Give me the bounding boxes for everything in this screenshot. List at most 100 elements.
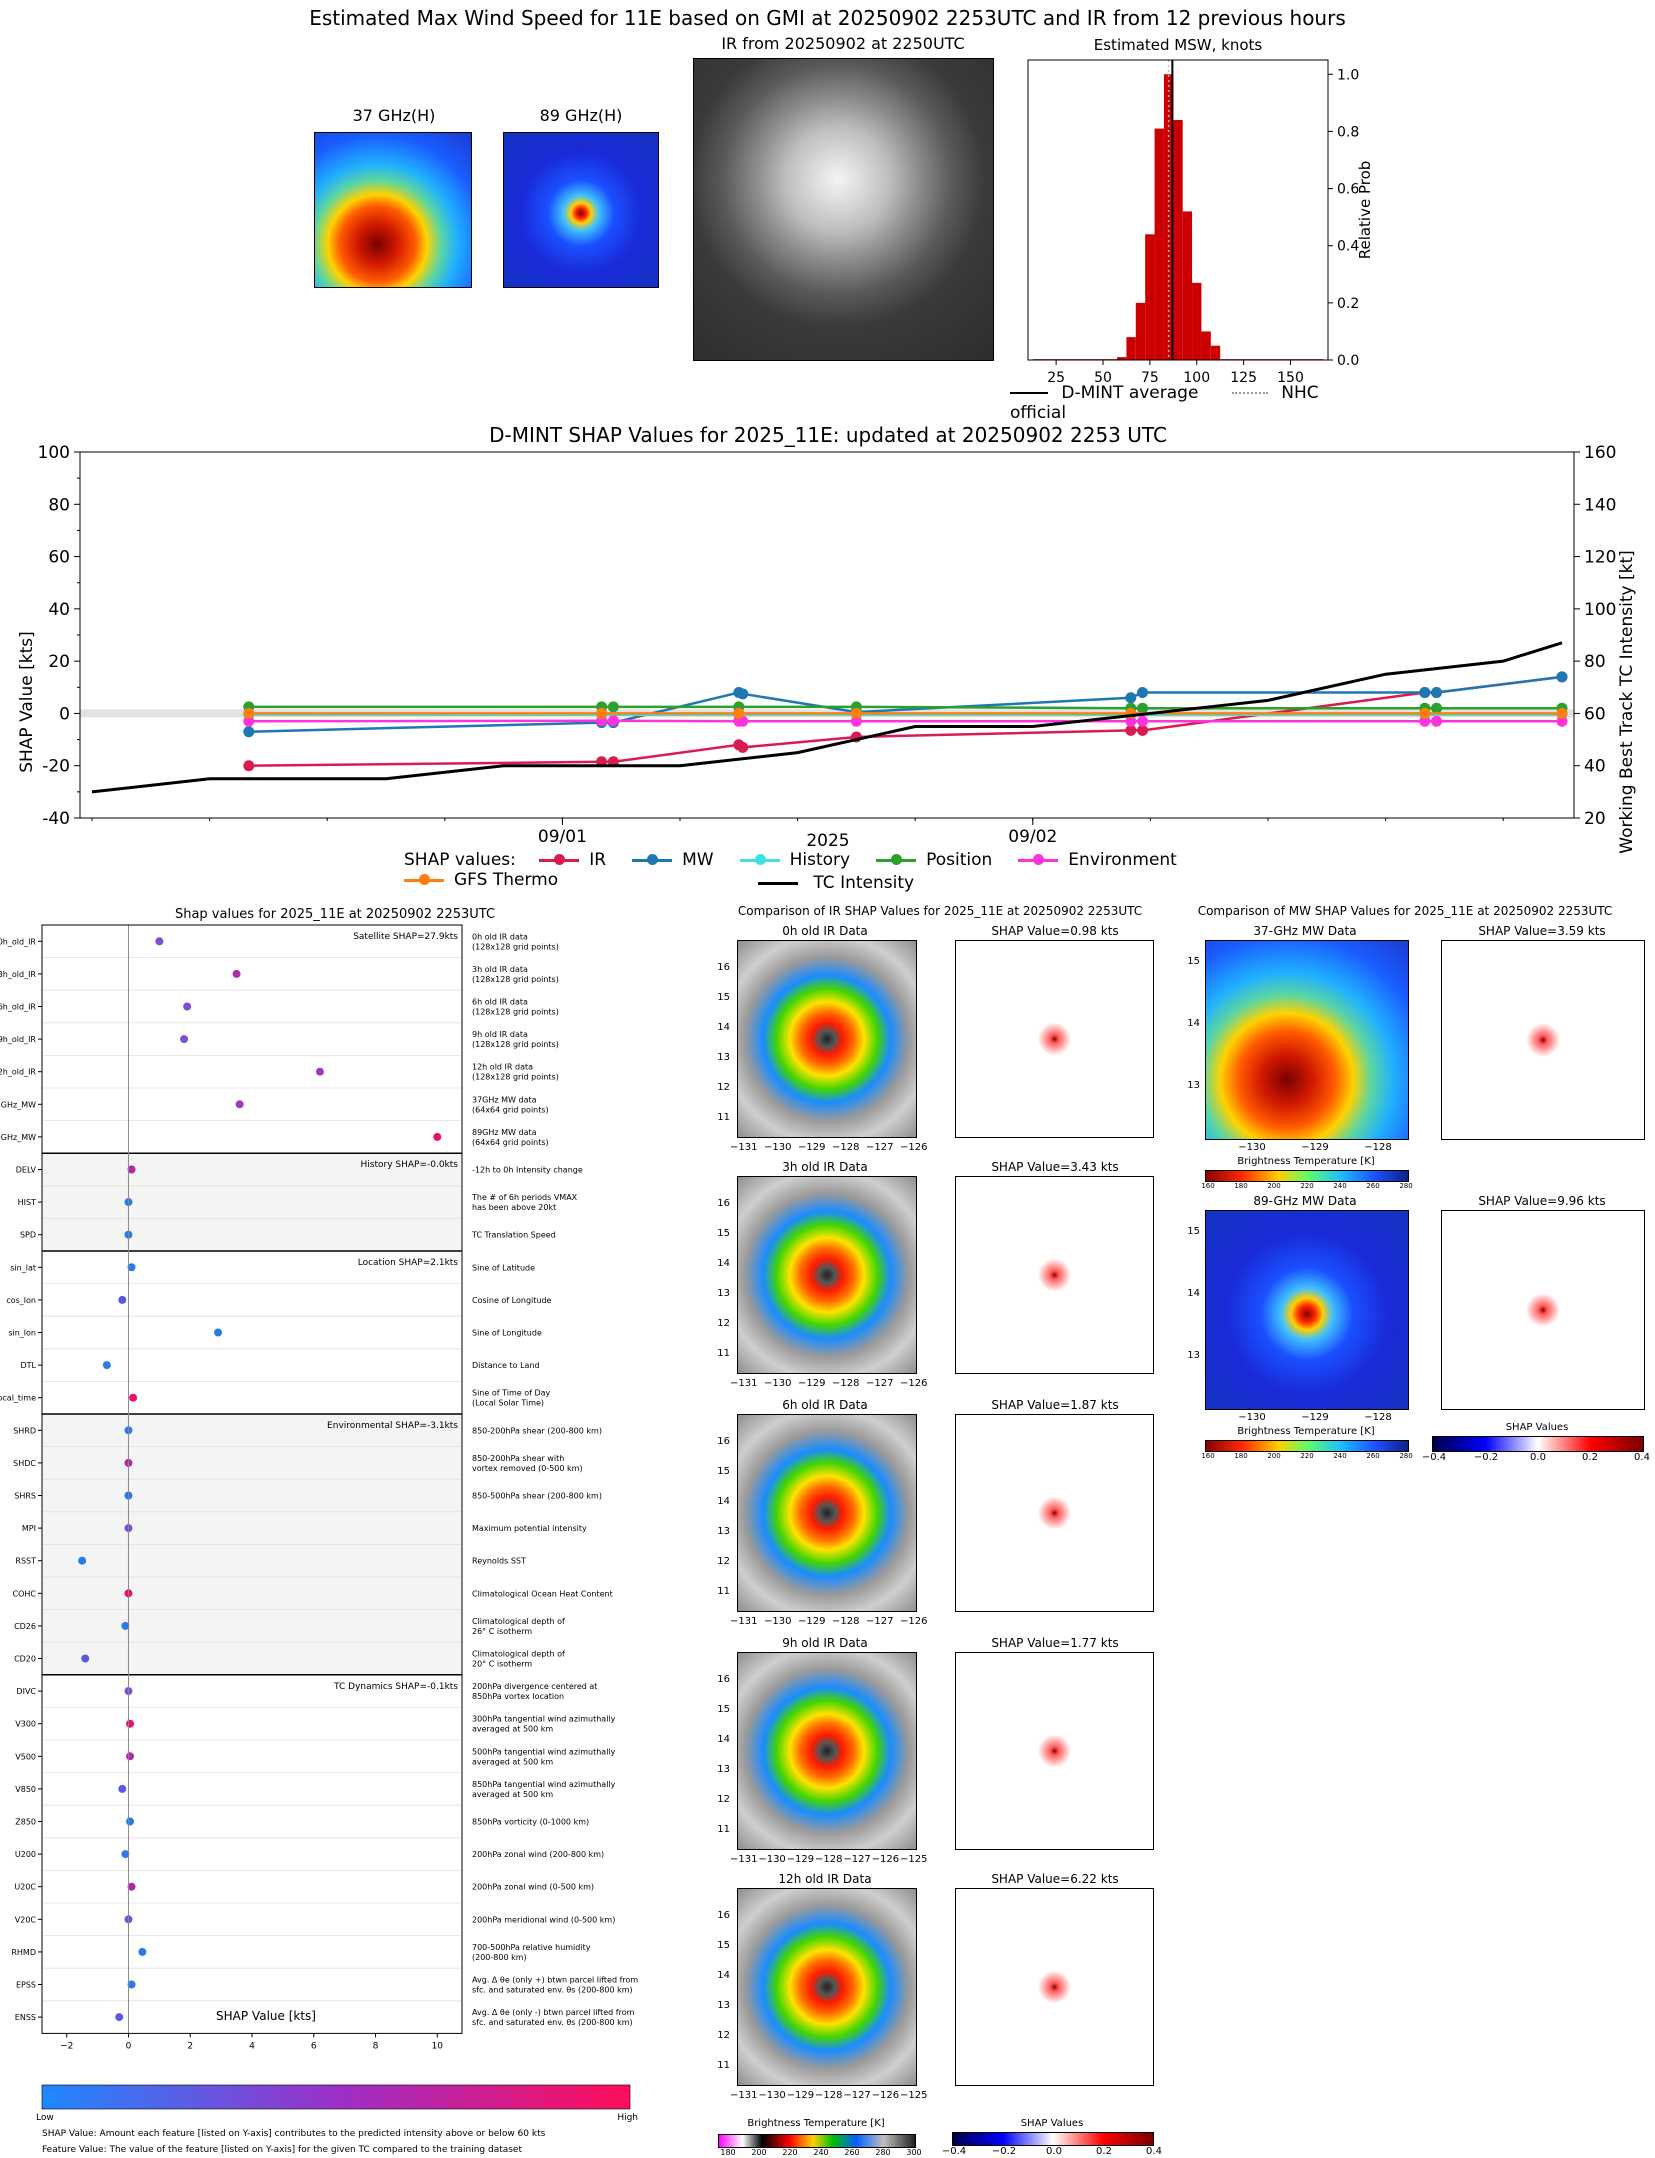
ir-xtick-label: −129 (786, 2090, 815, 2101)
ir-xtick-label: −127 (866, 1378, 894, 1389)
feature-desc: 37GHz MW data (472, 1095, 537, 1104)
intensity-label: TC Intensity (813, 873, 915, 893)
shap-legend-swatch (404, 873, 444, 885)
shap-legend: SHAP values: IR MW History Position Environm… (404, 850, 1304, 890)
feature-name: CD20 (14, 1655, 36, 1664)
mw-bt-tick-label: 280 (1399, 1182, 1413, 1190)
mw-shap-colorbar (1432, 1436, 1644, 1452)
feature-shap-point (433, 1132, 442, 1141)
mw-bt-tick-label: 240 (1333, 1182, 1347, 1190)
feature-name: DELV (16, 1166, 37, 1175)
feature-desc: Cosine of Longitude (472, 1296, 552, 1305)
series-point-4 (607, 715, 619, 727)
mw-bt-colorbar (1205, 1170, 1409, 1182)
feature-shap-point (180, 1035, 189, 1044)
series-point-1 (1419, 687, 1431, 699)
mw-panel-image (1205, 940, 1409, 1140)
shap-legend-item-label: Position (926, 850, 993, 870)
feature-name: U200 (15, 1850, 36, 1859)
feature-group-label: TC Dynamics SHAP=-0.1kts (333, 1682, 458, 1692)
feature-xtick-label: 2 (187, 2041, 193, 2051)
feature-shap-point (115, 2013, 124, 2022)
ir-xtick-label: −125 (900, 1854, 928, 1865)
feature-group-label: Location SHAP=2.1kts (358, 1258, 459, 1268)
ir-shap-map (955, 1652, 1154, 1850)
ts-y2tick-label: 160 (1584, 443, 1616, 463)
feature-shap-point (126, 1817, 135, 1826)
ir-ytick-label: 12 (717, 1318, 730, 1329)
mw-bt-tick-label: 280 (1399, 1452, 1413, 1460)
ir-xtick-label: −131 (730, 2090, 758, 2101)
feature-desc: Sine of Latitude (472, 1263, 535, 1272)
ir-panel-image (737, 940, 917, 1138)
feature-xtick-label: 8 (373, 2041, 379, 2051)
series-line-4 (248, 719, 1562, 723)
feature-shap-point (78, 1556, 87, 1565)
mw-bt-tick-label: 180 (1234, 1182, 1248, 1190)
feature-group-label: Satellite SHAP=27.9kts (353, 932, 458, 942)
hist-ytick-label: 0.2 (1337, 296, 1359, 312)
shap-legend-marker (891, 853, 903, 865)
hist-legend: D-MINT average NHC official (1010, 383, 1370, 423)
ir-shap-map (955, 1888, 1154, 2086)
ts-ytick-label: -20 (42, 757, 70, 777)
feature-name: V500 (15, 1752, 36, 1761)
feature-xtick-label: −2 (60, 2041, 73, 2051)
feature-desc: Sine of Longitude (472, 1329, 542, 1338)
ts-ytick-label: 20 (48, 652, 70, 672)
mw-xtick-label: −129 (1301, 1142, 1329, 1153)
feature-name: 0h_old_IR (0, 937, 36, 946)
shap-legend-swatch (739, 853, 780, 865)
feature-name: DIVC (16, 1687, 36, 1696)
mw-bt-tick-label: 220 (1300, 1452, 1314, 1460)
ts-y2tick-label: 40 (1584, 757, 1606, 777)
ir-ytick-label: 14 (717, 1734, 730, 1745)
ir-xtick-label: −131 (730, 1378, 758, 1389)
mw-ytick-label: 15 (1187, 956, 1200, 967)
feature-desc: 9h old IR data (472, 1030, 528, 1039)
feature-name: sin_lon (8, 1329, 36, 1338)
ir-panel-image (737, 1414, 917, 1612)
ir-ytick-label: 16 (717, 1436, 730, 1447)
ir-label: IR from 20250902 at 2250UTC (721, 34, 965, 53)
shap-legend-marker (554, 853, 566, 865)
mw37-image (314, 132, 472, 288)
ir-ytick-label: 13 (717, 1288, 730, 1299)
hist-bar (1126, 337, 1136, 360)
ir-ytick-label: 14 (717, 1496, 730, 1507)
feature-shap-point (127, 1165, 136, 1174)
feature-shap-panel: Shap values for 2025_11E at 20250902 225… (0, 907, 638, 2155)
ts-y2label: Working Best Track TC Intensity [kt] (1617, 550, 1637, 854)
feature-name: RSST (15, 1557, 36, 1566)
mw-panel-image (1205, 1210, 1409, 1410)
mw-ytick-label: 14 (1187, 1288, 1200, 1299)
ir-shap-title: SHAP Value=1.77 kts (991, 1636, 1119, 1650)
mw-ytick-label: 14 (1187, 1018, 1200, 1029)
ir-bt-tick-label: 240 (813, 2148, 829, 2157)
ir-ytick-label: 13 (717, 2000, 730, 2011)
feature-shap-point (127, 1980, 136, 1989)
hist-bar (1135, 302, 1146, 360)
feature-xtick-label: 0 (126, 2041, 132, 2051)
feature-name: MPI (22, 1524, 36, 1533)
ts-ytick-label: -40 (42, 809, 70, 829)
page-title: Estimated Max Wind Speed for 11E based o… (309, 6, 1346, 30)
mw-bt-colorbar-label: Brightness Temperature [K] (1237, 1426, 1375, 1437)
feature-name: 89GHz_MW (0, 1133, 36, 1142)
shap-legend-item-label: History (789, 850, 851, 870)
feature-name: 37GHz_MW (0, 1100, 36, 1109)
ir-ytick-label: 15 (717, 992, 730, 1003)
feature-name: ENSS (15, 2013, 36, 2022)
feature-name: CD26 (14, 1622, 36, 1631)
feature-xtick-label: 4 (249, 2041, 255, 2051)
series-point-0 (737, 741, 749, 753)
mw-shap-title: SHAP Value=3.59 kts (1478, 924, 1606, 938)
ir-xtick-label: −129 (798, 1378, 826, 1389)
series-point-1 (737, 688, 749, 700)
feature-desc: (128x128 grid points) (472, 942, 559, 951)
ir-ytick-label: 13 (717, 1764, 730, 1775)
ts-ytick-label: 80 (48, 495, 70, 515)
ir-bt-tick-label: 260 (844, 2148, 860, 2157)
shap-legend-swatch (539, 853, 580, 865)
series-point-1 (243, 726, 255, 738)
